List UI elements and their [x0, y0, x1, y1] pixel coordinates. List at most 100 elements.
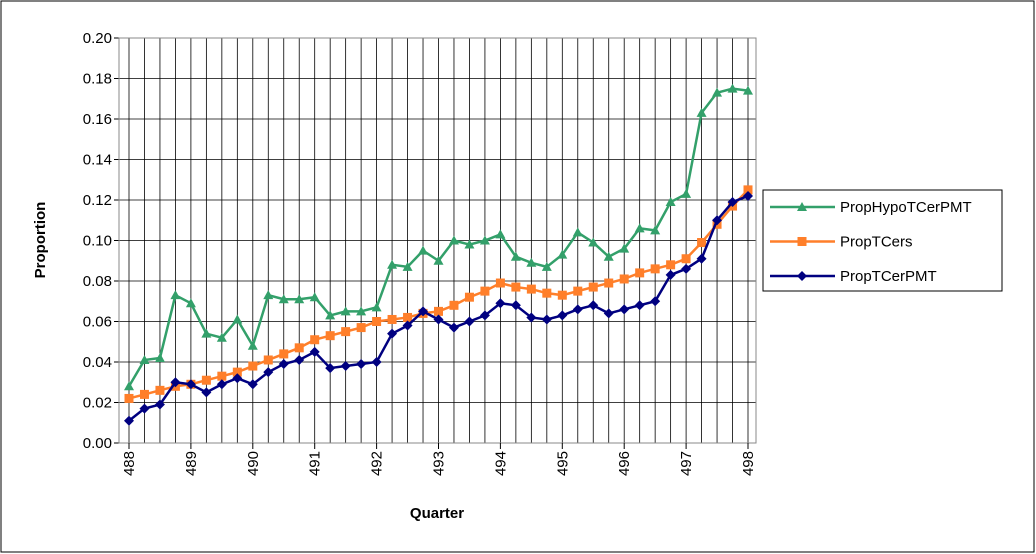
- data-point: [402, 320, 413, 331]
- data-point: [697, 238, 707, 248]
- data-point: [309, 346, 320, 357]
- data-point: [418, 245, 429, 255]
- data-point: [341, 327, 351, 337]
- data-point: [665, 197, 676, 207]
- data-point: [124, 393, 134, 403]
- legend-label: PropTCerPMT: [840, 268, 937, 285]
- data-point: [124, 415, 134, 426]
- data-point: [309, 292, 320, 302]
- legend-marker: [797, 237, 807, 246]
- x-tick-label: 492: [369, 451, 386, 476]
- x-tick-label: 491: [307, 451, 324, 476]
- y-tick-label: 0.14: [83, 152, 112, 169]
- data-point: [727, 83, 738, 93]
- data-point: [557, 249, 568, 259]
- data-point: [696, 107, 707, 117]
- data-point: [294, 343, 304, 353]
- y-tick-label: 0.18: [83, 71, 112, 88]
- data-point: [727, 197, 738, 208]
- data-point: [557, 290, 567, 300]
- legend-label: PropHypoTCerPMT: [840, 199, 972, 216]
- data-point: [510, 251, 521, 261]
- data-point: [572, 304, 583, 315]
- data-point: [464, 316, 475, 327]
- data-point: [634, 223, 645, 233]
- data-point: [510, 300, 521, 311]
- data-point: [124, 381, 134, 391]
- y-tick-label: 0.20: [83, 30, 112, 47]
- data-point: [356, 359, 367, 370]
- data-point: [650, 296, 661, 307]
- data-point: [480, 286, 490, 296]
- data-point: [170, 377, 181, 388]
- data-point: [294, 354, 305, 365]
- data-point: [340, 361, 351, 372]
- data-point: [449, 300, 459, 310]
- data-point: [712, 87, 723, 97]
- data-point: [541, 261, 552, 271]
- data-point: [588, 237, 599, 247]
- data-point: [588, 300, 599, 311]
- data-point: [696, 253, 707, 264]
- data-point: [263, 290, 274, 300]
- data-point: [433, 255, 444, 265]
- data-point: [448, 235, 459, 245]
- x-tick-label: 495: [554, 451, 571, 476]
- data-point: [557, 310, 568, 321]
- data-point: [495, 278, 505, 288]
- legend-label: PropTCers: [840, 234, 913, 251]
- data-point: [635, 268, 645, 278]
- data-point: [541, 314, 552, 325]
- y-tick-label: 0.12: [83, 192, 112, 209]
- data-point: [387, 314, 397, 324]
- data-point: [372, 317, 382, 326]
- data-point: [248, 361, 258, 371]
- data-point: [479, 310, 490, 321]
- data-point: [464, 239, 475, 249]
- data-point: [263, 367, 274, 378]
- data-point: [232, 373, 243, 384]
- y-tick-label: 0.06: [83, 314, 112, 331]
- legend-marker: [797, 271, 807, 281]
- data-point: [216, 379, 227, 390]
- data-point: [201, 328, 212, 338]
- data-point: [356, 323, 366, 333]
- data-point: [603, 251, 614, 261]
- data-point: [495, 298, 506, 309]
- data-point: [511, 282, 521, 292]
- data-point: [294, 294, 305, 304]
- data-point: [325, 331, 335, 341]
- data-point: [433, 314, 444, 325]
- x-tick-label: 493: [431, 451, 448, 476]
- y-tick-label: 0.08: [83, 273, 112, 290]
- data-point: [495, 229, 506, 239]
- data-point: [371, 357, 382, 367]
- y-tick-label: 0.16: [83, 111, 112, 128]
- data-point: [573, 286, 583, 296]
- data-point: [542, 288, 552, 298]
- data-point: [232, 367, 242, 377]
- x-tick-label: 488: [121, 451, 138, 476]
- x-tick-label: 494: [492, 451, 509, 476]
- x-tick-label: 489: [183, 451, 200, 476]
- data-point: [526, 312, 537, 323]
- data-point: [650, 264, 660, 274]
- data-point: [588, 282, 598, 292]
- x-tick-label: 496: [616, 451, 633, 476]
- x-tick-label: 497: [678, 451, 695, 476]
- data-point: [371, 302, 382, 312]
- data-point: [232, 314, 243, 324]
- data-point: [403, 312, 413, 322]
- data-point: [681, 263, 692, 274]
- data-point: [743, 85, 753, 95]
- data-point: [154, 352, 165, 362]
- y-tick-label: 0.02: [83, 395, 112, 412]
- plot-border: [118, 37, 757, 444]
- x-tick-label: 490: [245, 451, 262, 476]
- data-point: [263, 355, 273, 365]
- data-point: [681, 254, 691, 264]
- data-point: [278, 359, 289, 370]
- data-point: [325, 310, 336, 320]
- data-point: [619, 243, 630, 253]
